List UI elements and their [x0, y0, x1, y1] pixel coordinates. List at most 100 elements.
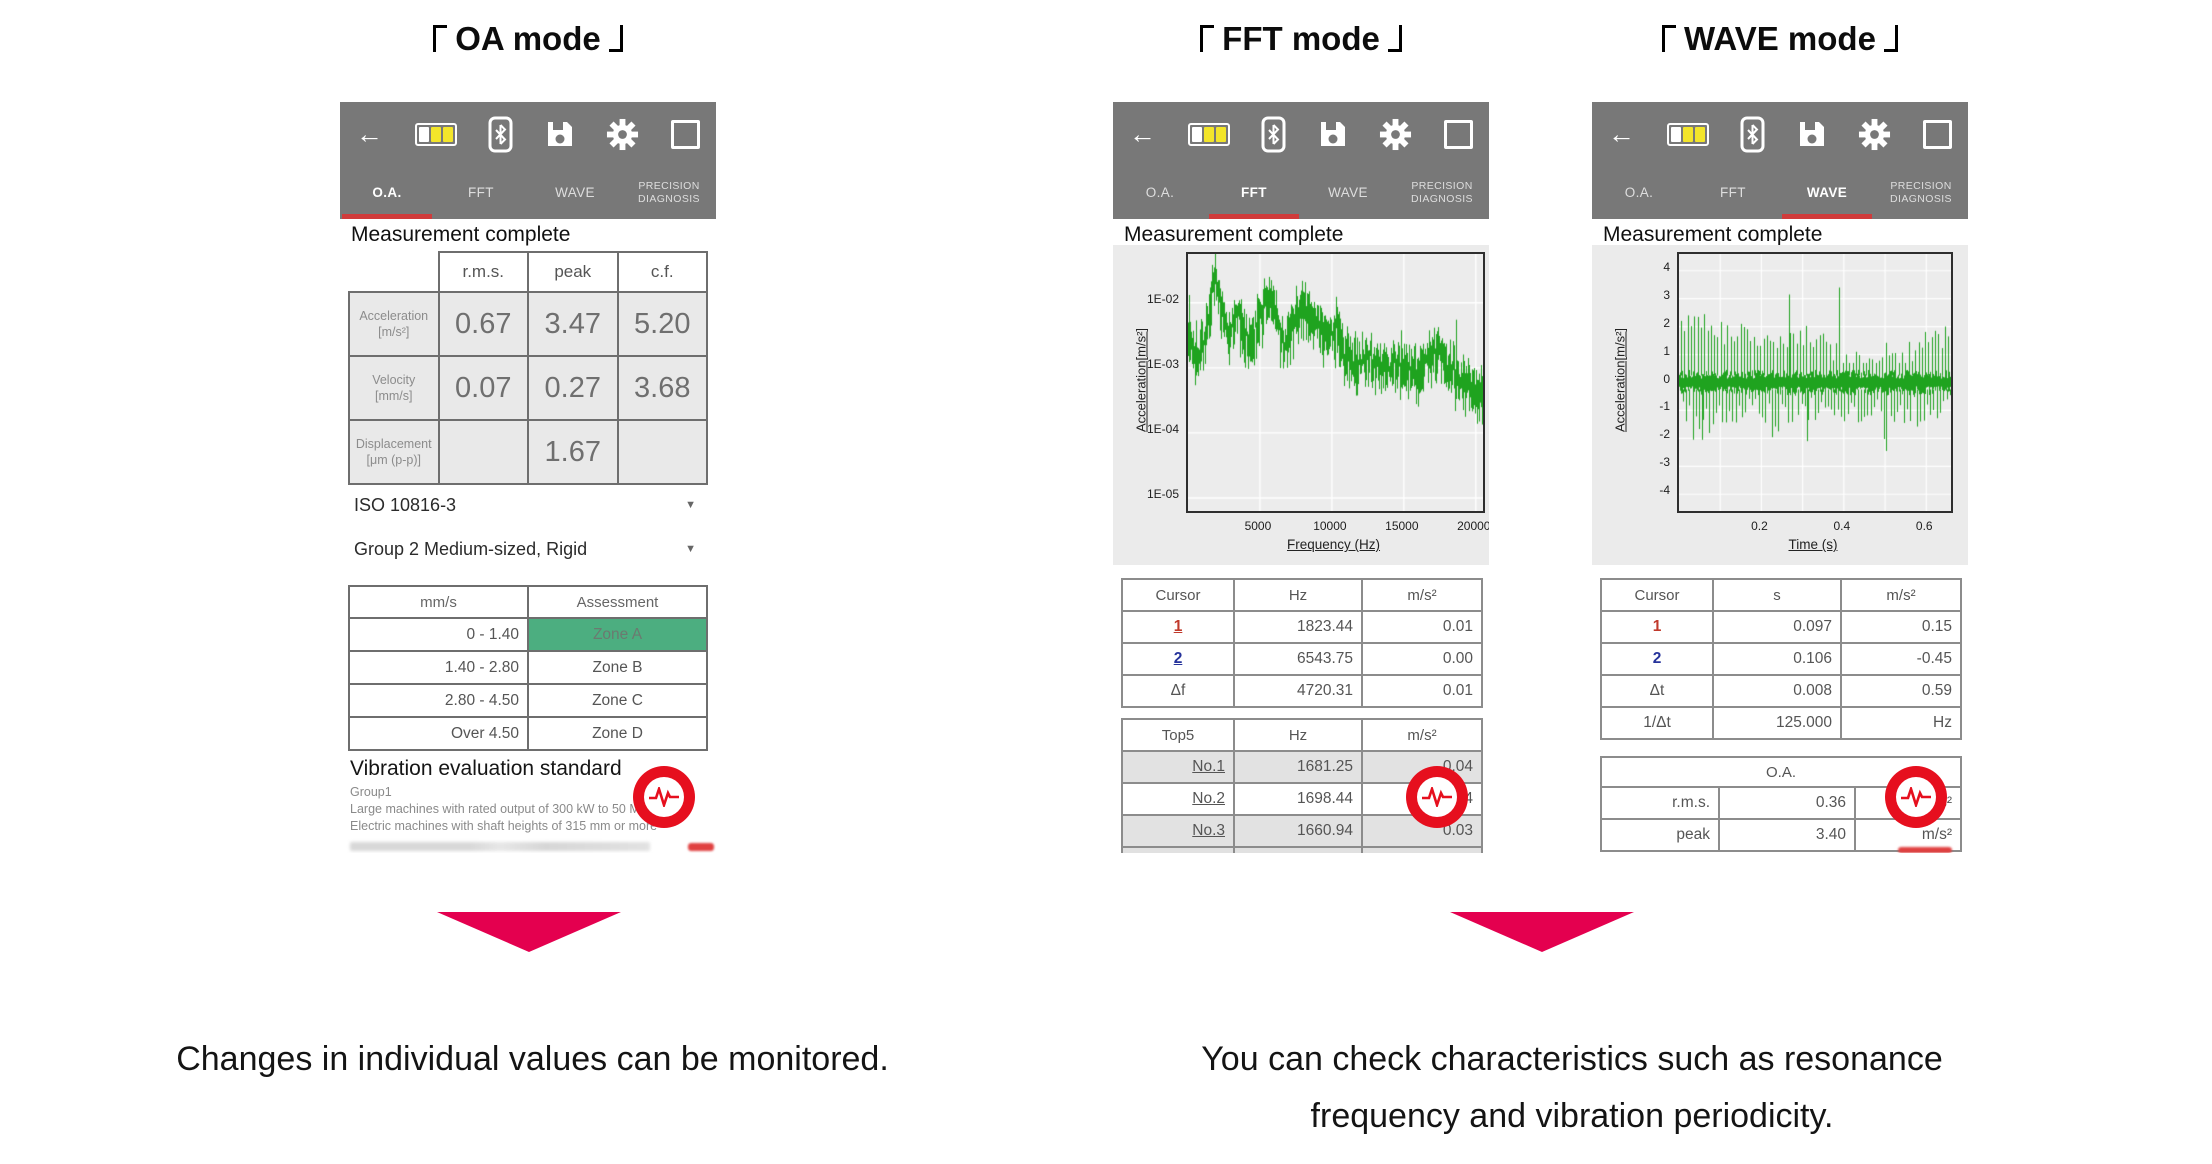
value-cell — [437, 419, 529, 485]
zone-c-cell: Zone C — [527, 683, 708, 718]
pulse-waveform-icon — [1896, 777, 1936, 817]
cursor-2-link[interactable]: 2 — [1652, 650, 1662, 667]
chevron-down-icon: ▼ — [685, 543, 696, 555]
measure-fab-button[interactable] — [1885, 766, 1947, 828]
value-cell: 3.68 — [616, 355, 708, 421]
phone-screenshot-fft: ← — [1113, 102, 1489, 853]
settings-gear-icon[interactable] — [1858, 118, 1891, 151]
settings-gear-icon[interactable] — [606, 118, 639, 151]
phone-screenshot-oa: ← — [340, 102, 716, 853]
battery-indicator-icon — [1187, 122, 1230, 146]
fft-mode-title-text: FFT mode — [1222, 20, 1380, 57]
wave-x-tick: 0.2 — [1751, 519, 1768, 533]
cursor-1-link[interactable]: 1 — [1652, 618, 1662, 635]
value-cell — [616, 419, 708, 485]
value-cell: 0.67 — [437, 291, 529, 357]
open-bracket — [1662, 25, 1677, 52]
close-bracket — [608, 25, 623, 52]
standard-dropdown[interactable]: ISO 10816-3 ▼ — [354, 495, 696, 515]
delta-f-label: Δf — [1121, 674, 1235, 708]
tab-fft[interactable]: FFT — [468, 184, 494, 200]
top5-no2-link[interactable]: No.2 — [1192, 790, 1225, 807]
zone-a-cell: Zone A — [527, 617, 708, 652]
bluetooth-device-icon[interactable] — [1740, 116, 1765, 153]
row-header-displacement: Displacement [μm (p-p)] — [348, 419, 440, 485]
tab-precision-diagnosis[interactable]: PRECISION DIAGNOSIS — [1411, 180, 1473, 205]
col-header-peak: peak — [527, 251, 619, 293]
settings-gear-icon[interactable] — [1379, 118, 1412, 151]
caption-oa: Changes in individual values can be moni… — [176, 1040, 889, 1078]
top5-no3-hz: 1660.94 — [1233, 814, 1363, 848]
fft-x-axis-label: Frequency (Hz) — [1286, 537, 1381, 552]
chevron-down-icon: ▼ — [685, 499, 696, 511]
fft-y-tick: 1E-04 — [1146, 421, 1179, 436]
mode-tabs: O.A. FFT WAVE PRECISION DIAGNOSIS — [340, 166, 716, 219]
save-icon[interactable] — [1797, 119, 1827, 149]
wave-y-tick: 0 — [1663, 371, 1670, 386]
oa-mode-title: OA mode — [340, 20, 716, 58]
wave-x-tick: 0.4 — [1833, 519, 1851, 533]
s-header: s — [1712, 578, 1842, 612]
battery-indicator-icon — [1666, 122, 1709, 146]
zone-col-header: Assessment — [527, 585, 708, 619]
vibration-standard-heading: Vibration evaluation standard — [350, 757, 622, 780]
peak-label: peak — [1600, 818, 1720, 852]
stop-square-icon[interactable] — [1922, 119, 1952, 149]
col-header-rms: r.m.s. — [437, 251, 529, 293]
back-icon[interactable]: ← — [356, 118, 383, 149]
stop-square-icon[interactable] — [1443, 119, 1473, 149]
tab-wave[interactable]: WAVE — [1780, 166, 1874, 219]
tab-precision-diagnosis[interactable]: PRECISION DIAGNOSIS — [1890, 180, 1952, 205]
cursor-2-value: -0.45 — [1840, 642, 1962, 676]
tab-oa[interactable]: O.A. — [340, 166, 434, 219]
group-dropdown[interactable]: Group 2 Medium-sized, Rigid ▼ — [354, 539, 696, 559]
close-bracket — [1387, 25, 1402, 52]
zone-d-cell: Zone D — [527, 716, 708, 751]
wave-cursor-table: Cursor s m/s² 1 0.097 0.15 2 0.106 -0.45… — [1600, 578, 1962, 740]
bluetooth-device-icon[interactable] — [1261, 116, 1286, 153]
open-bracket — [433, 25, 448, 52]
save-icon[interactable] — [545, 119, 575, 149]
down-arrow-left — [437, 912, 621, 952]
fft-cursor-table: Cursor Hz m/s² 1 1823.44 0.01 2 6543.75 … — [1121, 578, 1483, 708]
fft-x-tick: 5000 — [1244, 519, 1272, 533]
save-icon[interactable] — [1318, 119, 1348, 149]
row-header-velocity: Velocity [mm/s] — [348, 355, 440, 421]
value-cell: 5.20 — [616, 291, 708, 357]
waveform-chart[interactable] — [1677, 252, 1953, 513]
cutoff-table-row — [1121, 846, 1483, 853]
oa-measurement-table: r.m.s. peak c.f. Acceleration [m/s²] 0.6… — [348, 251, 708, 485]
bluetooth-device-icon[interactable] — [488, 116, 513, 153]
measure-fab-button[interactable] — [1406, 766, 1468, 828]
cursor-1-link[interactable]: 1 — [1173, 618, 1183, 635]
unit-header: m/s² — [1361, 718, 1483, 752]
tab-wave[interactable]: WAVE — [555, 184, 595, 200]
cursor-2-link[interactable]: 2 — [1173, 650, 1183, 667]
measure-fab-button[interactable] — [633, 766, 695, 828]
top5-no1-value: 0.04 — [1361, 750, 1483, 784]
app-bar: ← — [340, 102, 716, 219]
stop-square-icon[interactable] — [670, 119, 700, 149]
wave-chart-panel: Acceleration[m/s²] 4 3 2 1 0 -1 -2 -3 -4 0.2 0.4 0.… — [1592, 245, 1968, 565]
top5-no3-link[interactable]: No.3 — [1192, 822, 1225, 839]
zone-range: 1.40 - 2.80 — [348, 650, 529, 685]
tab-oa[interactable]: O.A. — [1624, 184, 1654, 200]
back-icon[interactable]: ← — [1608, 118, 1635, 149]
wave-y-tick: 4 — [1663, 259, 1670, 274]
peak-value: 3.40 — [1718, 818, 1856, 852]
rms-value: 0.36 — [1718, 786, 1856, 820]
tab-oa[interactable]: O.A. — [1145, 184, 1175, 200]
hz-header: Hz — [1233, 578, 1363, 612]
fft-spectrum-chart[interactable] — [1186, 252, 1485, 513]
top5-no1-link[interactable]: No.1 — [1192, 758, 1225, 775]
fft-x-tick: 10000 — [1313, 519, 1347, 533]
tab-fft[interactable]: FFT — [1207, 166, 1301, 219]
tab-fft[interactable]: FFT — [1720, 184, 1746, 200]
cursor-1-value: 0.01 — [1361, 610, 1483, 644]
tab-precision-diagnosis[interactable]: PRECISION DIAGNOSIS — [638, 180, 700, 205]
tab-wave[interactable]: WAVE — [1328, 184, 1368, 200]
value-cell: 1.67 — [527, 419, 619, 485]
back-icon[interactable]: ← — [1129, 118, 1156, 149]
caption-fft-wave: You can check characteristics such as re… — [1128, 1031, 2016, 1145]
